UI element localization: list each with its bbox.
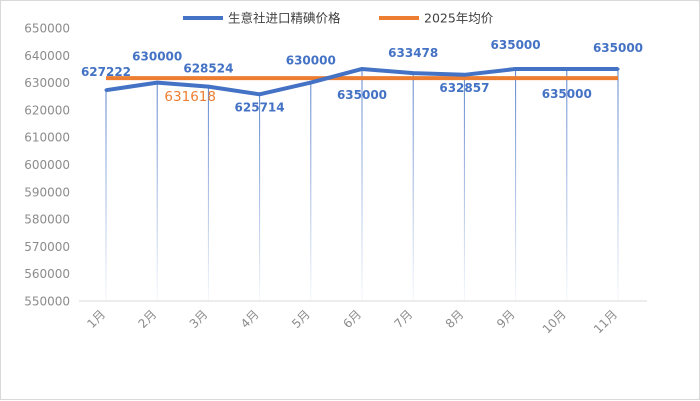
data-label: 625714 bbox=[235, 100, 285, 114]
data-label: 628524 bbox=[183, 62, 233, 76]
data-point bbox=[462, 73, 466, 77]
data-point bbox=[258, 92, 262, 96]
drop-line bbox=[105, 90, 107, 302]
drop-lines bbox=[105, 68, 619, 302]
drop-line bbox=[566, 68, 568, 301]
data-label: 635000 bbox=[337, 88, 387, 102]
data-point bbox=[565, 67, 569, 71]
x-tick-label: 4月 bbox=[238, 307, 262, 331]
x-tick-label: 5月 bbox=[289, 307, 313, 331]
drop-line bbox=[515, 68, 517, 301]
x-tick-label: 1月 bbox=[84, 307, 108, 331]
x-tick-label: 7月 bbox=[392, 307, 416, 331]
x-tick-label: 11月 bbox=[591, 307, 620, 336]
y-tick-label: 640000 bbox=[24, 49, 70, 63]
data-label: 635000 bbox=[593, 41, 643, 55]
x-tick-label: 8月 bbox=[443, 307, 467, 331]
y-tick-label: 600000 bbox=[24, 158, 70, 172]
data-label: 633478 bbox=[388, 46, 438, 60]
y-tick-label: 550000 bbox=[24, 295, 70, 309]
data-label: 630000 bbox=[286, 54, 336, 68]
y-tick-label: 570000 bbox=[24, 240, 70, 254]
x-tick-label: 2月 bbox=[136, 307, 160, 331]
drop-line bbox=[207, 86, 209, 301]
legend: 生意社进口精碘价格 2025年均价 bbox=[183, 11, 494, 26]
y-tick-label: 590000 bbox=[24, 185, 70, 199]
data-point bbox=[104, 88, 108, 92]
y-tick-label: 630000 bbox=[24, 76, 70, 90]
data-point bbox=[360, 67, 364, 71]
x-tick-label: 9月 bbox=[494, 307, 518, 331]
data-point bbox=[309, 81, 313, 85]
x-tick-label: 6月 bbox=[340, 307, 364, 331]
average-data-label: 631618 bbox=[164, 89, 216, 105]
y-tick-label: 610000 bbox=[24, 131, 70, 145]
data-label: 630000 bbox=[132, 50, 182, 64]
drop-line bbox=[361, 68, 363, 301]
y-tick-label: 580000 bbox=[24, 213, 70, 227]
x-tick-label: 3月 bbox=[187, 307, 211, 331]
data-point bbox=[411, 71, 415, 75]
y-tick-label: 620000 bbox=[24, 103, 70, 117]
drop-line bbox=[617, 68, 619, 301]
data-label: 627222 bbox=[81, 65, 131, 79]
drop-line bbox=[156, 82, 158, 301]
y-tick-label: 560000 bbox=[24, 267, 70, 281]
data-point bbox=[155, 81, 159, 85]
drop-line bbox=[310, 82, 312, 301]
data-labels: 6272226300006285246257146300006350006334… bbox=[81, 38, 643, 114]
data-point bbox=[206, 85, 210, 89]
x-tick-label: 10月 bbox=[540, 307, 569, 336]
legend-label-average: 2025年均价 bbox=[424, 11, 494, 26]
data-point bbox=[616, 67, 620, 71]
drop-line bbox=[412, 73, 414, 301]
series-layer bbox=[104, 66, 620, 97]
drop-line bbox=[259, 94, 261, 301]
data-label: 632857 bbox=[439, 81, 489, 95]
data-point bbox=[514, 67, 518, 71]
y-tick-label: 650000 bbox=[24, 22, 70, 36]
data-label: 635000 bbox=[542, 87, 592, 101]
drop-line bbox=[463, 74, 465, 302]
legend-label-price: 生意社进口精碘价格 bbox=[228, 11, 341, 26]
data-label: 635000 bbox=[491, 38, 541, 52]
